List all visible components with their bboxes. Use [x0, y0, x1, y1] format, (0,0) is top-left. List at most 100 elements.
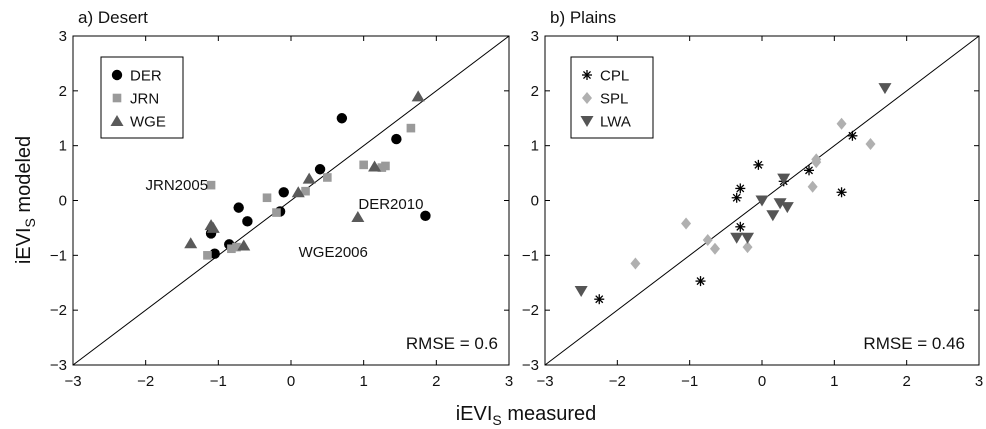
legend-marker-spl — [582, 92, 592, 104]
data-point-spl — [702, 233, 713, 246]
data-point-der — [336, 113, 348, 124]
data-point-lwa — [741, 232, 755, 244]
x-tick-label: −3 — [536, 373, 553, 390]
data-point-jrn — [262, 193, 272, 203]
y-tick-label: −1 — [50, 247, 67, 264]
data-point-spl — [865, 138, 876, 151]
data-point-cpl — [594, 294, 605, 305]
data-point-wge — [302, 172, 316, 184]
y-tick-label: −1 — [522, 247, 539, 264]
legend-label: CPL — [600, 68, 629, 85]
data-point-der — [242, 216, 253, 227]
annotations: JRN2005 DER2010 WGE2006 — [146, 177, 424, 261]
data-point-der — [420, 210, 431, 222]
y-tick-label: −3 — [522, 357, 539, 374]
data-point-wge — [237, 239, 251, 251]
rmse-label: RMSE = 0.46 — [863, 334, 965, 353]
axis-ticks: −3 −2 −1 0 1 2 3 −3 −2 −1 0 1 2 3 — [50, 28, 513, 390]
y-tick-label: −2 — [50, 302, 67, 319]
legend-marker-wge — [110, 115, 124, 126]
data-point-spl — [630, 257, 641, 270]
data-point-jrn — [359, 160, 368, 170]
data-point-wge — [184, 237, 198, 249]
data-point-jrn — [272, 208, 281, 217]
data-point-spl — [681, 217, 692, 230]
data-point-cpl — [731, 192, 742, 203]
data-point-der — [391, 133, 402, 145]
x-tick-label: −1 — [210, 373, 227, 390]
data-point-wge — [351, 210, 365, 222]
data-point-cpl — [804, 165, 815, 176]
legend-label: WGE — [130, 114, 166, 131]
data-point-wge — [291, 186, 305, 198]
x-tick-label: 1 — [830, 373, 838, 390]
x-tick-label: 3 — [505, 373, 513, 390]
x-tick-label: 2 — [902, 373, 910, 390]
data-point-der — [209, 248, 220, 259]
data-point-spl — [836, 117, 847, 130]
legend-label: SPL — [600, 91, 628, 108]
identity-line — [72, 35, 510, 366]
y-axis-label: iEVIS modeled — [13, 136, 38, 264]
data-point-wge — [368, 160, 382, 172]
x-tick-label: 0 — [758, 373, 766, 390]
data-point-cpl — [735, 183, 746, 194]
y-tick-label: 0 — [59, 193, 67, 210]
data-point-spl — [811, 153, 822, 166]
data-point-der — [233, 202, 244, 213]
legend-label: LWA — [600, 114, 631, 131]
y-tick-label: 2 — [531, 83, 539, 100]
y-tick-label: −3 — [50, 357, 67, 374]
data-marks — [574, 83, 892, 305]
data-point-spl — [709, 242, 720, 255]
data-point-lwa — [777, 173, 791, 185]
legend-marker-der — [111, 69, 123, 81]
legend-marker-lwa — [580, 116, 594, 127]
data-point-cpl — [753, 159, 764, 170]
data-point-cpl — [695, 276, 706, 287]
data-point-wge — [206, 221, 220, 233]
data-point-lwa — [730, 232, 744, 244]
legend-label: DER — [130, 68, 162, 85]
y-tick-label: 0 — [531, 193, 539, 210]
data-point-jrn — [381, 161, 390, 171]
panel-title: b) Plains — [550, 8, 616, 27]
legend: DER JRN WGE — [100, 56, 184, 139]
legend: CPL SPL LWA — [570, 56, 654, 139]
data-point-cpl — [735, 221, 746, 232]
panel-title: a) Desert — [78, 8, 148, 27]
data-point-lwa — [766, 210, 780, 222]
data-point-der — [278, 187, 289, 198]
legend-marker-cpl — [582, 70, 592, 80]
point-annotation: WGE2006 — [299, 244, 368, 261]
x-tick-label: −3 — [64, 373, 81, 390]
data-point-lwa — [773, 198, 787, 210]
legend-label: JRN — [130, 91, 159, 108]
x-tick-label: −1 — [681, 373, 698, 390]
panel-plains: −3 −2 −1 0 1 2 3 −3 −2 −1 0 1 2 3 b) Plains RMSE = 0.… — [522, 8, 983, 390]
data-point-spl — [742, 241, 753, 254]
data-point-jrn — [203, 251, 212, 260]
data-point-lwa — [780, 202, 794, 214]
data-point-cpl — [836, 187, 847, 198]
x-tick-label: −2 — [137, 373, 154, 390]
data-marks — [184, 90, 431, 260]
y-tick-label: 3 — [531, 28, 539, 45]
data-point-jrn — [406, 123, 416, 133]
panel-desert: −3 −2 −1 0 1 2 3 −3 −2 −1 0 1 2 3 JRN2005 DER2010 WGE20… — [50, 8, 513, 390]
data-point-wge — [411, 90, 425, 102]
y-tick-label: 3 — [59, 28, 67, 45]
data-point-spl — [807, 180, 818, 193]
axis-ticks: −3 −2 −1 0 1 2 3 −3 −2 −1 0 1 2 3 — [522, 28, 983, 390]
rmse-label: RMSE = 0.6 — [406, 334, 498, 353]
data-point-jrn — [301, 186, 310, 196]
data-point-cpl — [847, 130, 858, 141]
data-point-jrn — [206, 180, 216, 190]
y-tick-label: 1 — [531, 138, 539, 155]
data-point-jrn — [232, 242, 241, 252]
data-point-lwa — [755, 195, 769, 207]
data-point-lwa — [878, 83, 892, 95]
data-point-lwa — [574, 285, 588, 297]
point-annotation: JRN2005 — [146, 177, 209, 194]
point-annotation: DER2010 — [358, 196, 423, 213]
